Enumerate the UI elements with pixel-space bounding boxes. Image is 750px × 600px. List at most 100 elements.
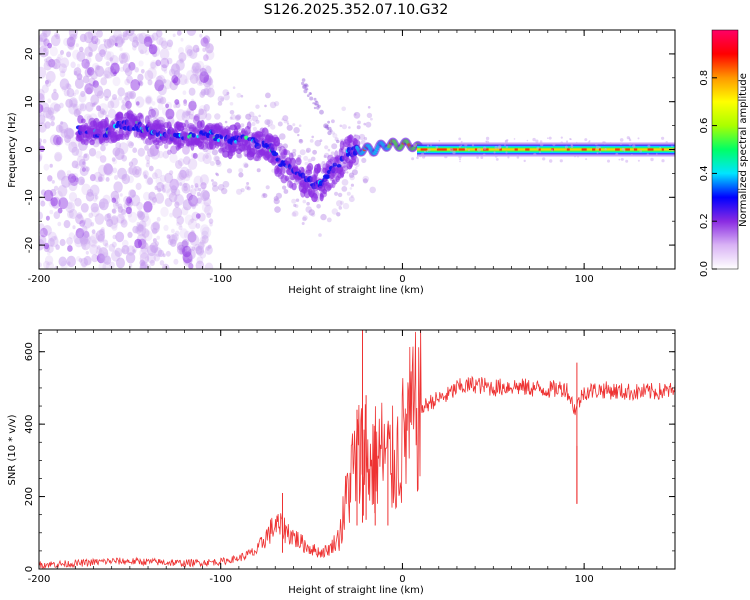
heatmap-speckle bbox=[161, 64, 168, 72]
heatmap-speckle bbox=[114, 175, 119, 180]
heatmap-speckle bbox=[90, 202, 99, 213]
heatmap-speckle bbox=[169, 170, 174, 176]
heatmap-speckle bbox=[43, 163, 50, 171]
heatmap-speckle bbox=[147, 114, 152, 120]
heatmap-speckle bbox=[65, 98, 73, 108]
heatmap-speckle bbox=[584, 138, 588, 142]
heatmap-speckle bbox=[191, 246, 196, 252]
heatmap-speckle bbox=[171, 228, 175, 234]
heatmap-core bbox=[324, 174, 331, 180]
heatmap-speckle bbox=[471, 144, 475, 147]
heatmap-speckle bbox=[187, 111, 191, 116]
heatmap-halo bbox=[276, 142, 283, 148]
heatmap-speckle bbox=[39, 145, 45, 152]
heatmap-speckle bbox=[89, 244, 99, 255]
heatmap-speckle bbox=[39, 32, 48, 43]
heatmap-speckle bbox=[313, 106, 317, 110]
heatmap-speckle bbox=[100, 108, 105, 115]
heatmap-speckle bbox=[46, 60, 52, 67]
heatmap-speckle bbox=[160, 40, 168, 49]
heatmap-speckle bbox=[620, 157, 624, 161]
heatmap-speckle bbox=[282, 185, 287, 190]
heatmap-speckle bbox=[628, 142, 632, 146]
heatmap-speckle bbox=[68, 173, 76, 183]
heatmap-speckle bbox=[39, 103, 44, 113]
heatmap-speckle bbox=[202, 152, 212, 165]
heatmap-speckle bbox=[73, 233, 83, 245]
heatmap-speckle bbox=[342, 202, 350, 210]
heatmap-speckle bbox=[650, 157, 654, 162]
heatmap-carrier-peak bbox=[633, 148, 638, 151]
heatmap-halo bbox=[209, 139, 217, 150]
heatmap-speckle bbox=[178, 241, 189, 253]
heatmap-speckle bbox=[91, 62, 100, 73]
heatmap-speckle bbox=[147, 177, 154, 185]
heatmap-speckle bbox=[194, 65, 200, 72]
heatmap-speckle bbox=[126, 196, 133, 204]
heatmap-speckle bbox=[69, 35, 74, 41]
heatmap-speckle bbox=[516, 156, 520, 159]
heatmap-speckle bbox=[305, 149, 310, 153]
heatmap-speckle bbox=[264, 119, 271, 126]
heatmap-speckle bbox=[39, 235, 47, 246]
heatmap-speckle bbox=[132, 45, 137, 51]
heatmap-speckle bbox=[121, 99, 125, 104]
heatmap-speckle bbox=[55, 244, 60, 250]
heatmap-speckle bbox=[168, 192, 178, 203]
heatmap-speckle bbox=[147, 148, 155, 157]
heatmap-speckle bbox=[110, 62, 120, 75]
heatmap-speckle bbox=[354, 166, 358, 170]
heatmap-speckle bbox=[427, 148, 431, 152]
heatmap-speckle bbox=[185, 110, 191, 117]
heatmap-speckle bbox=[138, 212, 145, 220]
heatmap-speckle bbox=[295, 198, 300, 202]
heatmap-speckle bbox=[45, 215, 50, 221]
heatmap-speckle bbox=[205, 113, 212, 121]
heatmap-speckle bbox=[78, 257, 83, 263]
heatmap-speckle bbox=[55, 140, 61, 147]
heatmap-speckle bbox=[190, 218, 195, 223]
heatmap-speckle bbox=[178, 52, 187, 62]
heatmap-speckle bbox=[121, 245, 130, 255]
heatmap-carrier-peak bbox=[598, 148, 601, 151]
heatmap-speckle bbox=[174, 99, 180, 105]
heatmap-speckle bbox=[165, 103, 170, 109]
heatmap-speckle bbox=[199, 239, 206, 248]
heatmap-speckle bbox=[65, 201, 75, 213]
heatmap-speckle bbox=[458, 137, 462, 141]
heatmap-halo bbox=[80, 118, 86, 124]
chart-title: S126.2025.352.07.10.G32 bbox=[264, 2, 449, 18]
heatmap-speckle bbox=[513, 138, 516, 140]
heatmap-speckle bbox=[274, 206, 281, 213]
heatmap-carrier-peak bbox=[442, 148, 447, 151]
heatmap-speckle bbox=[82, 234, 92, 245]
heatmap-speckle bbox=[211, 181, 218, 187]
heatmap-speckle bbox=[150, 222, 160, 234]
heatmap-speckle bbox=[350, 194, 354, 198]
heatmap-carrier-peak bbox=[661, 148, 664, 151]
heatmap-speckle bbox=[79, 46, 84, 52]
heatmap-speckle bbox=[151, 32, 159, 41]
heatmap-speckle bbox=[136, 101, 140, 106]
heatmap-speckle bbox=[637, 159, 640, 162]
colorbar-gradient bbox=[711, 29, 739, 270]
heatmap-speckle bbox=[312, 102, 315, 105]
heatmap-speckle bbox=[106, 51, 115, 61]
heatmap-core bbox=[352, 150, 358, 156]
heatmap-speckle bbox=[85, 166, 90, 172]
heatmap-speckle bbox=[178, 225, 183, 231]
heatmap-speckle bbox=[110, 97, 120, 109]
heatmap-speckle bbox=[341, 124, 347, 130]
heatmap-speckle bbox=[319, 139, 323, 143]
heatmap-speckle bbox=[152, 172, 158, 180]
heatmap-speckle bbox=[130, 79, 141, 91]
heatmap-speckle bbox=[205, 245, 213, 255]
heatmap-speckle bbox=[43, 41, 49, 47]
heatmap-speckle bbox=[523, 159, 526, 163]
heatmap-speckle bbox=[39, 138, 42, 144]
heatmap-speckle bbox=[585, 158, 588, 161]
heatmap-speckle bbox=[80, 90, 86, 98]
heatmap-carrier-peak bbox=[538, 148, 541, 151]
heatmap-speckle bbox=[74, 197, 82, 207]
heatmap-speckle bbox=[68, 178, 74, 186]
